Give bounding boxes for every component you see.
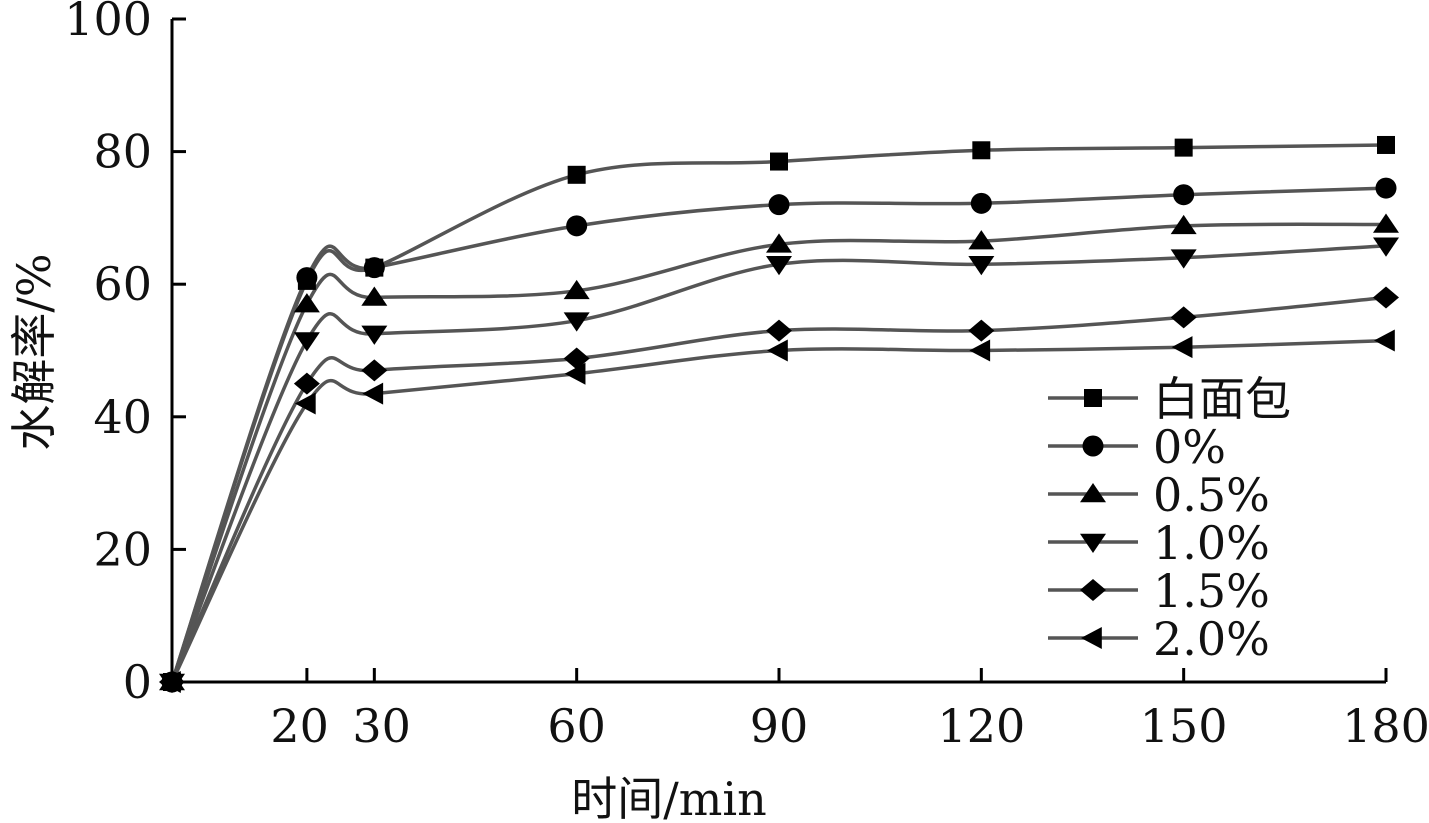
x-tick-label: 150: [1140, 699, 1228, 753]
data-point-series-4: [563, 347, 590, 370]
y-axis-title: 水解率/%: [7, 253, 61, 450]
data-point-series-5: [362, 382, 384, 405]
data-point-series-2: [1373, 213, 1399, 233]
data-point-series-3: [766, 256, 792, 276]
data-point-series-0: [770, 152, 788, 171]
x-tick-label: 30: [352, 699, 411, 753]
data-point-series-3: [563, 312, 590, 332]
data-point-series-4: [968, 319, 995, 342]
data-point-series-5: [1171, 336, 1193, 359]
legend-marker: [1080, 533, 1106, 553]
x-tick-label: 90: [750, 699, 809, 753]
data-point-series-2: [293, 293, 320, 313]
y-tick-label: 60: [93, 257, 152, 311]
data-point-series-4: [1373, 286, 1399, 309]
legend-marker: [1081, 627, 1102, 649]
data-point-series-5: [969, 339, 991, 362]
legend-label: 2.0%: [1153, 612, 1270, 666]
data-point-series-3: [293, 332, 320, 352]
data-point-series-3: [1170, 249, 1197, 269]
data-point-series-3: [361, 325, 388, 345]
data-point-series-0: [1174, 138, 1193, 157]
data-point-series-4: [361, 359, 388, 382]
data-point-series-2: [563, 279, 590, 300]
legend-label: 0.5%: [1153, 468, 1270, 522]
y-tick-label: 100: [64, 0, 152, 46]
legend-label: 0%: [1153, 420, 1226, 474]
data-point-series-1: [768, 194, 790, 216]
data-point-series-1: [566, 215, 588, 237]
series-line-2: [170, 222, 1387, 683]
data-point-series-4: [1170, 306, 1197, 329]
data-point-series-3: [1373, 237, 1399, 257]
axes: 0 20 40 60 80 100 20 30 60 90 120 150 180 时间/min 水解率/%: [7, 0, 1429, 823]
legend-label: 1.5%: [1153, 564, 1270, 618]
x-tick-label: 20: [270, 699, 329, 753]
y-tick-label: 20: [93, 522, 152, 576]
legend-marker: [1080, 483, 1106, 503]
series-line-3: [170, 243, 1387, 683]
data-point-series-1: [970, 192, 992, 214]
data-point-series-0: [972, 141, 991, 160]
legend-label: 白面包: [1153, 372, 1291, 426]
data-point-series-3: [968, 256, 995, 276]
data-point-series-1: [1375, 177, 1397, 199]
x-tick-label: 120: [937, 699, 1025, 753]
data-point-series-4: [293, 372, 320, 395]
legend-marker: [1084, 389, 1102, 407]
data-point-series-5: [767, 339, 788, 362]
series-markers: [159, 135, 1399, 693]
data-point-series-1: [296, 267, 318, 289]
y-tick-label: 80: [93, 125, 152, 179]
x-tick-label: 60: [547, 699, 606, 753]
data-point-series-1: [1173, 184, 1195, 206]
data-point-series-2: [361, 286, 388, 306]
data-point-series-5: [160, 671, 181, 693]
x-axis-title: 时间/min: [571, 772, 766, 823]
data-point-series-4: [766, 319, 792, 342]
data-point-series-5: [564, 362, 586, 385]
x-tick-label: 180: [1342, 699, 1429, 753]
data-point-series-0: [567, 165, 586, 184]
data-point-series-5: [1374, 329, 1395, 352]
data-point-series-2: [766, 233, 792, 253]
data-point-series-2: [968, 230, 995, 250]
legend-marker: [1082, 435, 1104, 457]
legend-marker: [1080, 579, 1106, 601]
series-line-1: [170, 186, 1387, 683]
y-tick-label: 0: [123, 655, 152, 709]
data-point-series-2: [1170, 214, 1197, 235]
data-point-series-5: [294, 392, 316, 415]
data-point-series-0: [1377, 135, 1395, 154]
legend-label: 1.0%: [1153, 516, 1270, 570]
data-point-series-1: [363, 257, 385, 279]
y-tick-label: 40: [93, 390, 152, 444]
